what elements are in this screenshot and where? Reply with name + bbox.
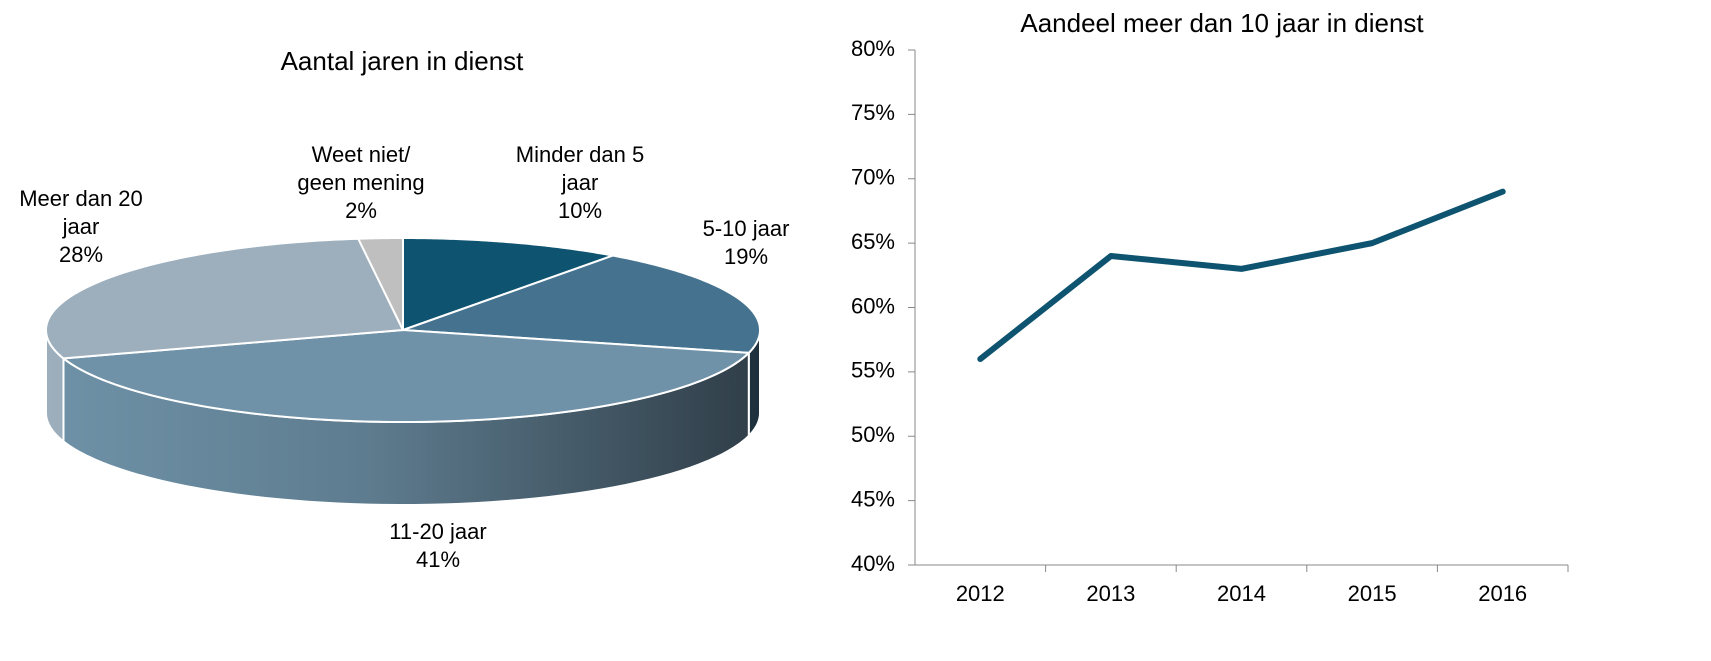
y-tick-label: 60% <box>851 293 895 318</box>
value-label: 41% <box>415 547 461 572</box>
y-tick-label: 40% <box>851 551 895 576</box>
value-label: 10% <box>557 198 603 223</box>
line <box>977 188 1506 362</box>
x-tick-label: 2015 <box>1348 581 1397 606</box>
category-label: Meer dan 20 jaar <box>19 186 143 239</box>
y-tick-label: 55% <box>851 358 895 383</box>
category-label: Minder dan 5 jaar <box>515 142 645 195</box>
pie-slice <box>402 254 761 354</box>
x-tick-label: 2014 <box>1217 581 1266 606</box>
pie-slice <box>402 236 617 332</box>
y-tick-label: 45% <box>851 486 895 511</box>
category-label: Weet niet/ geen mening <box>297 142 425 195</box>
pie-label: 5-10 jaar 19% <box>676 215 816 271</box>
pie-label: 11-20 jaar 41% <box>368 518 508 574</box>
value-label: 19% <box>723 244 769 269</box>
y-tick-label: 65% <box>851 229 895 254</box>
value-label: 2% <box>345 198 377 223</box>
x-tick-label: 2016 <box>1478 581 1527 606</box>
pie-label: Meer dan 20 jaar 28% <box>11 185 151 269</box>
x-tick-label: 2012 <box>956 581 1005 606</box>
y-tick-label: 50% <box>851 422 895 447</box>
pie-title: Aantal jaren in dienst <box>281 46 525 76</box>
category-label: 11-20 jaar <box>389 519 487 544</box>
x-tick-label: 2013 <box>1086 581 1135 606</box>
pie-slice <box>356 237 404 331</box>
pie-slice <box>45 237 405 360</box>
y-tick-label: 75% <box>851 100 895 125</box>
value-label: 28% <box>58 242 104 267</box>
category-label: 5-10 jaar <box>702 216 790 241</box>
pie-label: Minder dan 5 jaar 10% <box>510 141 650 225</box>
pie-label: Weet niet/ geen mening 2% <box>291 141 431 225</box>
y-tick-label: 80% <box>851 36 895 61</box>
y-tick-label: 70% <box>851 165 895 190</box>
pie-slice <box>60 328 752 424</box>
line-title: Aandeel meer dan 10 jaar in dienst <box>1020 8 1424 38</box>
